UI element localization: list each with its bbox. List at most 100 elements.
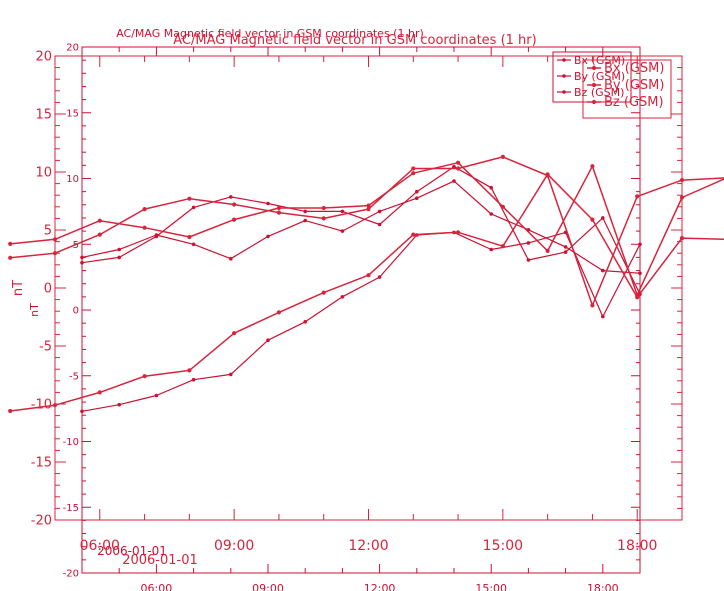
data-point xyxy=(526,241,531,245)
x-tick-label: 09:00 xyxy=(214,538,254,554)
series-line xyxy=(81,180,641,274)
data-point xyxy=(411,232,416,237)
y-tick-label: 20 xyxy=(66,43,79,54)
data-point xyxy=(377,275,382,279)
y-tick-label: 15 xyxy=(35,108,52,123)
y-tick-label: 20 xyxy=(35,50,52,65)
x-tick-label: 12:00 xyxy=(364,582,396,591)
data-point xyxy=(366,207,371,212)
y-tick-label: 0 xyxy=(44,282,52,297)
data-point xyxy=(601,314,605,319)
legend-label: Bz (GSM) xyxy=(604,95,664,110)
x-date-label: 2006-01-01 xyxy=(97,544,167,558)
data-point xyxy=(142,374,147,379)
y-tick-label: 15 xyxy=(66,108,79,119)
data-point xyxy=(232,217,237,222)
data-point xyxy=(411,166,416,171)
data-point xyxy=(191,205,196,210)
y-tick-label: -5 xyxy=(69,371,79,382)
data-point xyxy=(679,236,685,241)
x-date-label: 2006-01-01 xyxy=(122,553,198,568)
data-point xyxy=(545,172,550,177)
data-point xyxy=(80,255,84,260)
data-point xyxy=(321,216,326,221)
y-tick-label: -15 xyxy=(31,456,52,471)
data-point xyxy=(154,393,159,398)
x-tick-label: 09:00 xyxy=(252,582,284,591)
data-point xyxy=(635,295,640,300)
data-point xyxy=(340,229,345,233)
x-tick-label: 06:00 xyxy=(80,538,120,554)
data-point xyxy=(187,196,192,201)
data-point xyxy=(187,368,192,373)
x-tick-label: 18:00 xyxy=(587,582,619,591)
data-point xyxy=(366,203,371,208)
legend-marker xyxy=(591,99,597,105)
legend-label: Bx (GSM) xyxy=(604,61,664,76)
y-tick-label: -10 xyxy=(63,437,79,448)
data-point xyxy=(452,179,456,183)
data-point xyxy=(321,290,326,295)
data-point xyxy=(526,258,531,262)
data-point xyxy=(590,217,595,222)
x-tick-label: 12:00 xyxy=(348,538,388,554)
data-point xyxy=(8,408,13,414)
data-point xyxy=(276,205,281,211)
y-tick-label: -15 xyxy=(63,503,79,514)
y-tick-label: 10 xyxy=(66,174,79,185)
data-point xyxy=(232,202,237,207)
legend-label: By (GSM) xyxy=(574,70,625,83)
data-point xyxy=(229,372,233,377)
chart-panel-front: AC/MAG Magnetic field vector in GSM coor… xyxy=(8,33,724,568)
data-point xyxy=(563,245,568,249)
legend-marker xyxy=(562,90,566,94)
data-point xyxy=(187,234,192,240)
y-axis-label: nT xyxy=(11,280,26,296)
data-point xyxy=(340,295,345,299)
data-point xyxy=(97,232,102,237)
data-point xyxy=(276,210,281,215)
data-point xyxy=(266,234,270,239)
data-point xyxy=(638,242,642,247)
x-tick-label: 06:00 xyxy=(141,582,173,591)
data-point xyxy=(8,241,13,246)
data-point xyxy=(377,222,382,227)
y-axis-label: nT xyxy=(28,303,41,317)
data-point xyxy=(456,166,461,171)
data-point xyxy=(191,377,196,382)
data-point xyxy=(366,273,371,278)
data-point xyxy=(489,185,494,190)
data-point xyxy=(80,409,84,414)
data-point xyxy=(97,390,102,395)
plot-frame xyxy=(54,55,683,521)
data-point xyxy=(500,244,505,249)
data-point xyxy=(117,402,121,407)
data-point xyxy=(456,230,461,235)
data-point xyxy=(590,164,595,169)
y-tick-label: 0 xyxy=(73,306,79,317)
data-point xyxy=(601,268,605,273)
data-point xyxy=(97,218,102,223)
data-point xyxy=(232,331,237,336)
legend-marker xyxy=(591,65,597,71)
data-point xyxy=(229,195,233,199)
data-point xyxy=(266,201,270,206)
series-line xyxy=(81,166,641,295)
data-point xyxy=(679,178,685,183)
y-tick-label: 10 xyxy=(35,166,52,181)
data-point xyxy=(321,205,326,211)
data-point xyxy=(500,154,505,159)
data-point xyxy=(303,209,308,214)
chart-title: AC/MAG Magnetic field vector in GSM coor… xyxy=(173,33,536,48)
data-point xyxy=(411,171,416,176)
y-tick-label: -10 xyxy=(31,398,52,413)
data-point xyxy=(456,160,461,165)
legend-marker xyxy=(562,74,566,78)
data-point xyxy=(340,209,345,214)
data-point xyxy=(415,189,419,194)
y-tick-label: -20 xyxy=(63,569,79,580)
data-point xyxy=(489,247,494,252)
data-point xyxy=(154,234,159,239)
data-point xyxy=(303,218,308,223)
data-point xyxy=(415,196,419,200)
